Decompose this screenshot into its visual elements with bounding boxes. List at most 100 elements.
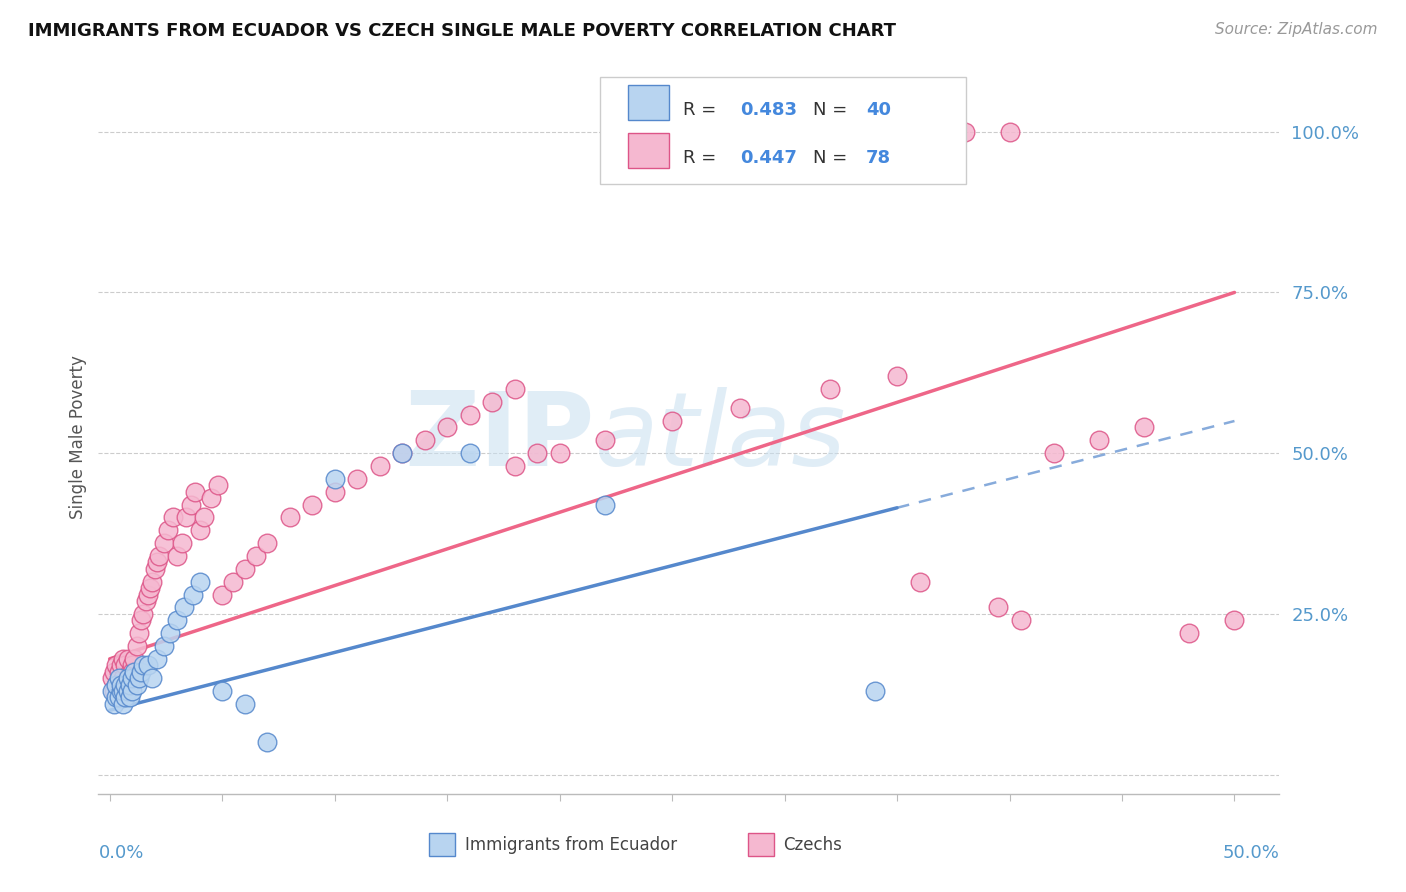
Point [146, 556, 169, 570]
Point [166, 613, 188, 627]
Point [346, 472, 368, 486]
Point [200, 491, 222, 505]
Point [188, 524, 211, 538]
Text: 0.483: 0.483 [740, 102, 797, 120]
Point [125, 677, 148, 691]
Text: IMMIGRANTS FROM ECUADOR VS CZECH SINGLE MALE POVERTY CORRELATION CHART: IMMIGRANTS FROM ECUADOR VS CZECH SINGLE … [28, 22, 896, 40]
Point [110, 684, 132, 698]
Point [114, 677, 136, 691]
Point [114, 677, 136, 691]
Point [117, 671, 139, 685]
Text: 0.0%: 0.0% [98, 844, 143, 862]
Point [211, 684, 233, 698]
Point [481, 394, 503, 409]
Point [135, 594, 157, 608]
Point [1133, 420, 1156, 434]
Point [863, 684, 886, 698]
Point [103, 684, 125, 698]
Y-axis label: Single Male Poverty: Single Male Poverty [69, 355, 87, 519]
Point [593, 498, 616, 512]
Point [110, 677, 132, 691]
Point [141, 574, 163, 589]
Point [162, 510, 184, 524]
Point [121, 684, 143, 698]
Point [139, 581, 162, 595]
FancyBboxPatch shape [627, 133, 669, 169]
Point [886, 369, 908, 384]
Point [458, 408, 481, 422]
Point [148, 549, 170, 563]
Point [193, 510, 215, 524]
Point [184, 484, 207, 499]
Point [121, 665, 143, 679]
Point [107, 690, 129, 705]
Text: 0.447: 0.447 [740, 149, 797, 167]
Point [105, 658, 128, 673]
Point [391, 446, 413, 460]
Point [107, 684, 129, 698]
Text: 78: 78 [866, 149, 891, 167]
Point [103, 665, 125, 679]
Point [121, 658, 143, 673]
FancyBboxPatch shape [429, 833, 456, 856]
Point [117, 671, 139, 685]
Point [117, 684, 139, 698]
FancyBboxPatch shape [627, 85, 669, 120]
Point [593, 434, 616, 448]
Point [1088, 434, 1111, 448]
Point [128, 671, 150, 685]
Point [132, 607, 155, 621]
Point [207, 478, 229, 492]
Point [211, 588, 233, 602]
Point [124, 671, 146, 685]
Point [157, 524, 180, 538]
Point [136, 588, 159, 602]
Text: Source: ZipAtlas.com: Source: ZipAtlas.com [1215, 22, 1378, 37]
Point [125, 639, 148, 653]
Text: R =: R = [683, 102, 723, 120]
Text: 50.0%: 50.0% [1223, 844, 1279, 862]
Point [124, 652, 146, 666]
Text: N =: N = [813, 102, 853, 120]
Point [413, 434, 436, 448]
Point [112, 652, 135, 666]
Point [661, 414, 683, 428]
Point [503, 382, 526, 396]
Point [136, 658, 159, 673]
Point [141, 671, 163, 685]
Point [143, 562, 166, 576]
Point [188, 574, 211, 589]
Point [105, 677, 128, 691]
Point [107, 665, 129, 679]
Point [103, 697, 125, 711]
Point [118, 677, 141, 691]
Point [166, 549, 188, 563]
Point [105, 690, 128, 705]
Point [101, 684, 124, 698]
Point [908, 574, 931, 589]
Point [245, 549, 267, 563]
Point [170, 536, 193, 550]
Point [152, 536, 174, 550]
Point [548, 446, 571, 460]
Point [1010, 613, 1032, 627]
Text: ZIP: ZIP [404, 386, 595, 488]
Point [256, 735, 278, 749]
Text: 40: 40 [866, 102, 891, 120]
Point [818, 382, 841, 396]
Point [146, 652, 169, 666]
Point [1223, 613, 1246, 627]
Point [222, 574, 245, 589]
Point [118, 677, 141, 691]
Point [503, 458, 526, 473]
Point [101, 671, 124, 685]
Point [152, 639, 174, 653]
Point [323, 472, 346, 486]
Point [233, 697, 256, 711]
Point [129, 665, 152, 679]
Text: atlas: atlas [595, 387, 846, 487]
Point [110, 658, 132, 673]
Point [278, 510, 301, 524]
Text: N =: N = [813, 149, 853, 167]
Point [118, 665, 141, 679]
